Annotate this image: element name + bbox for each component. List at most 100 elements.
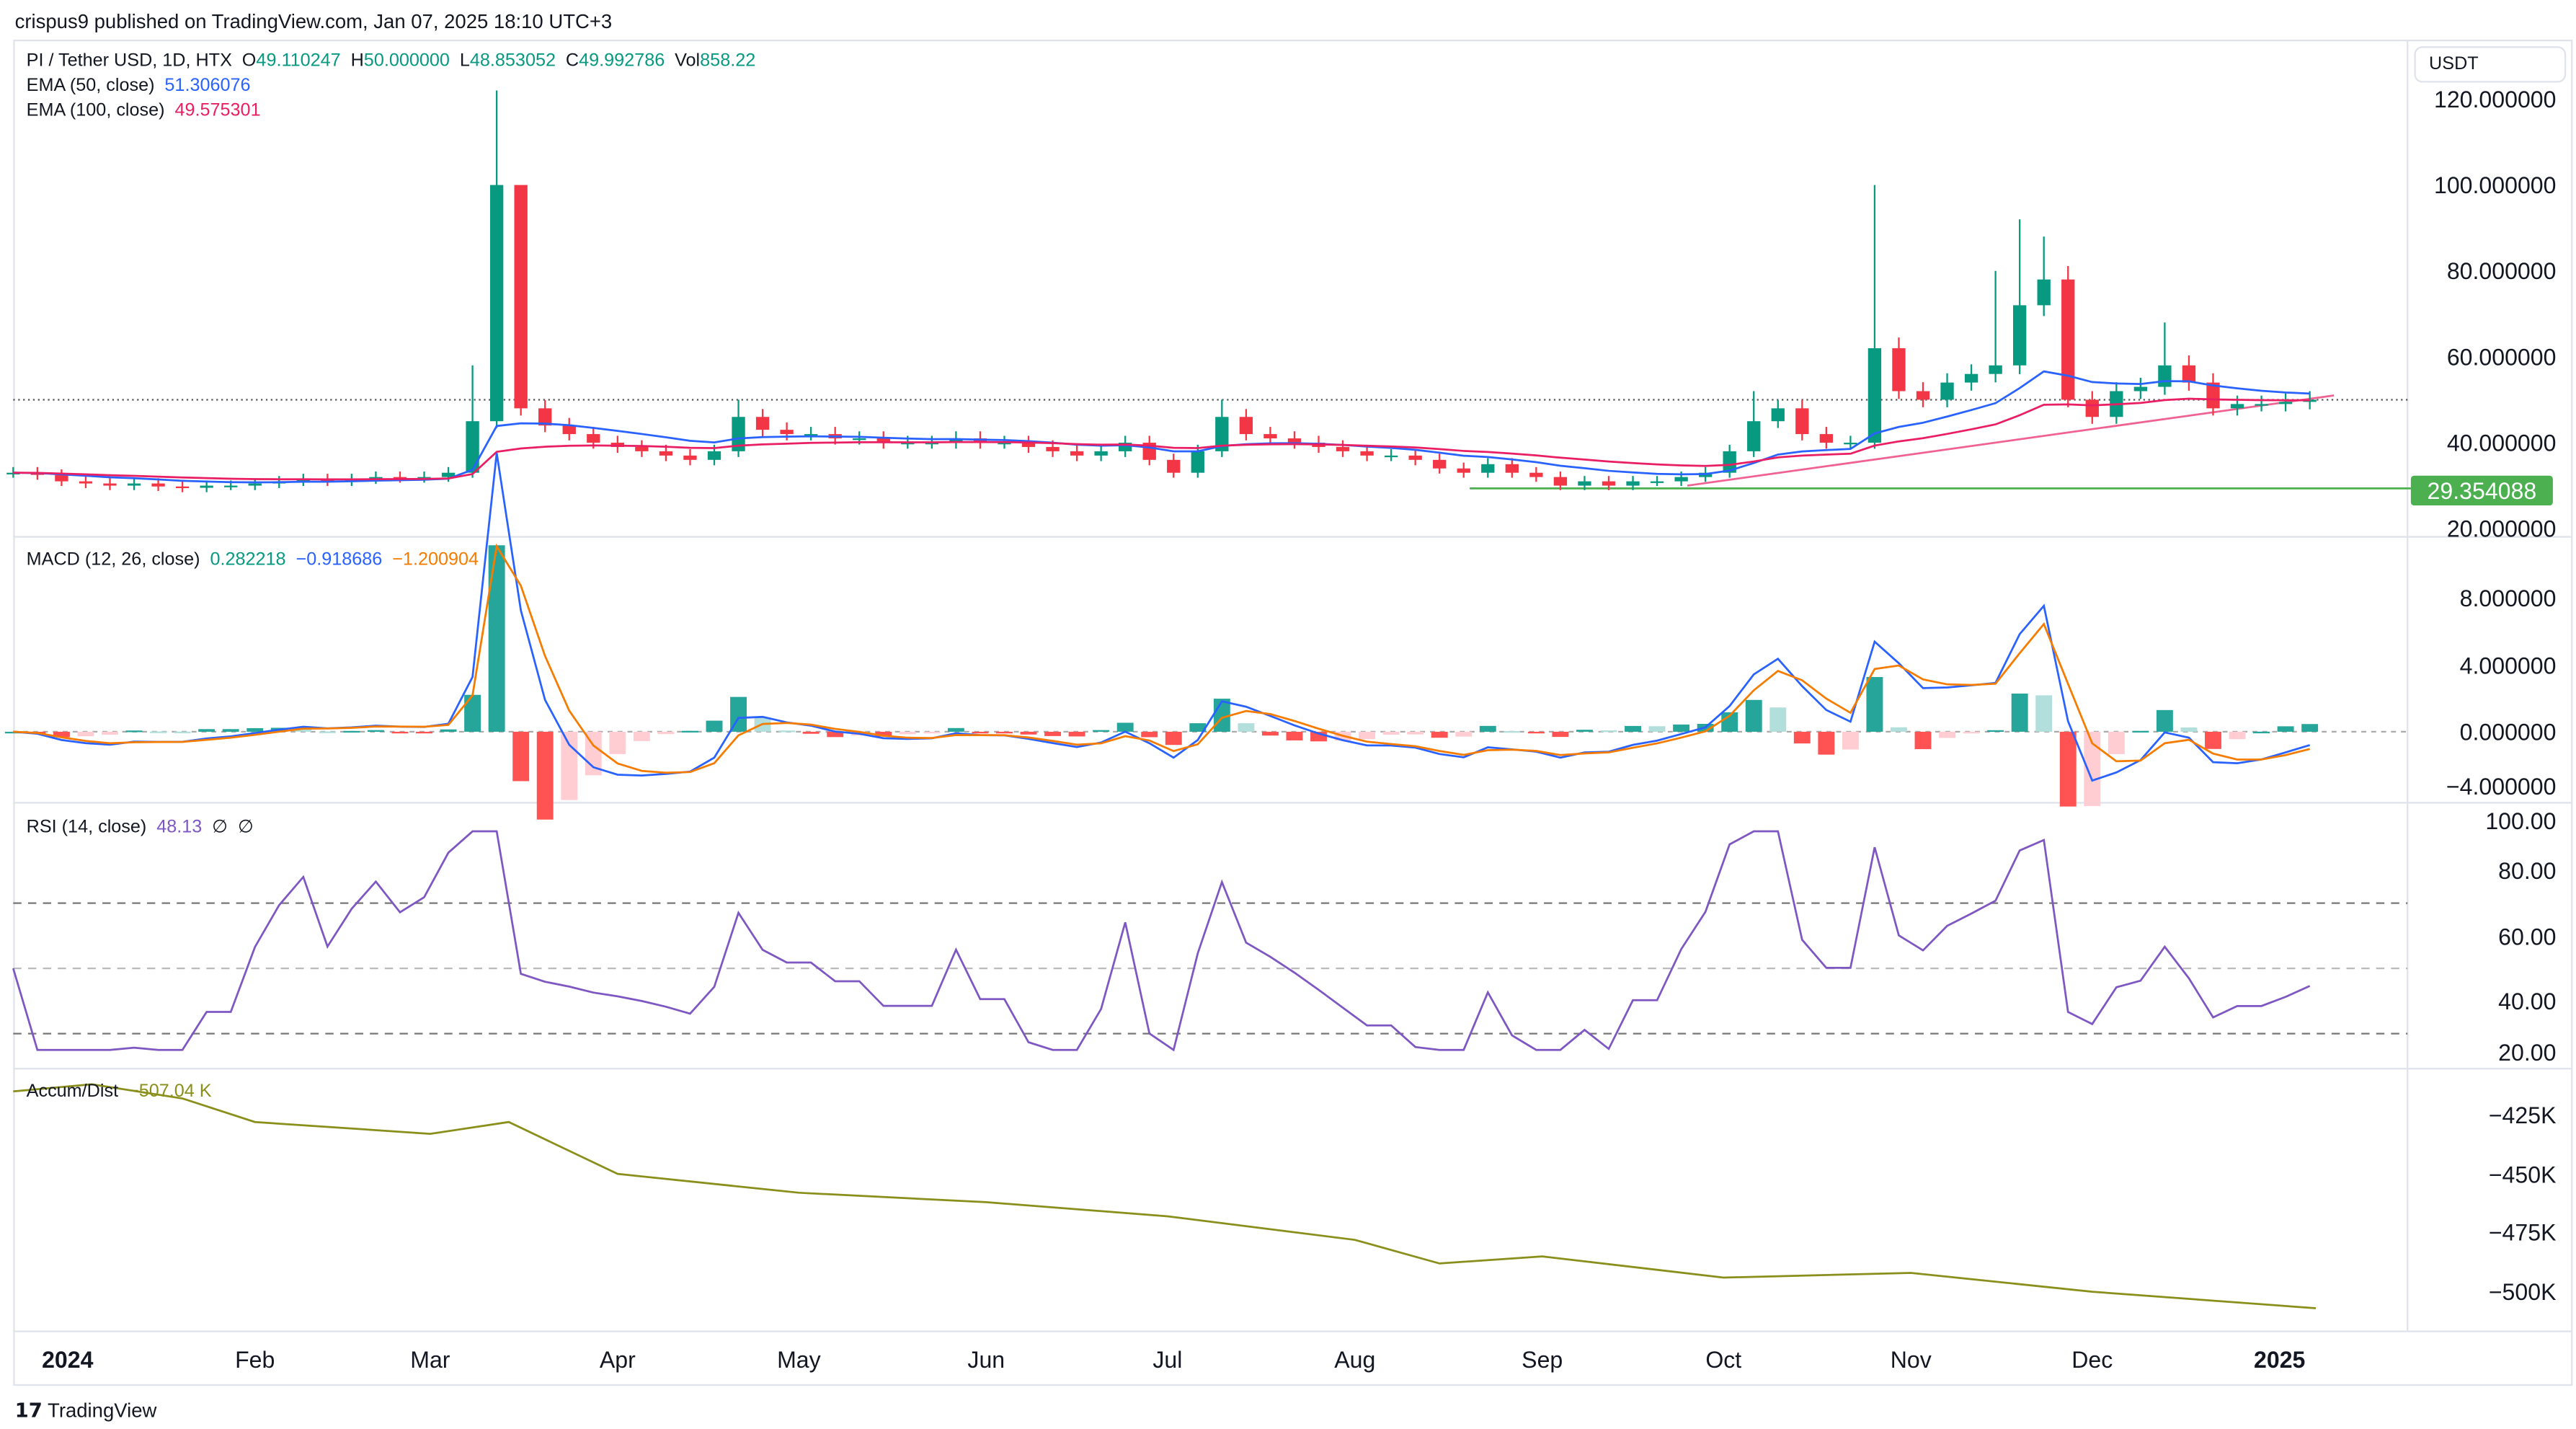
- macd-histogram-bar: [2035, 695, 2053, 732]
- candle-body: [127, 483, 141, 486]
- open-label: O: [241, 51, 257, 71]
- logo-mark-icon: 𝟭𝟳: [14, 1399, 43, 1423]
- candle-body: [417, 477, 431, 479]
- macd-histogram-bar: [150, 731, 167, 733]
- ema50-value: 51.306076: [164, 76, 251, 96]
- candle-body: [1167, 459, 1181, 473]
- ad-axis-tick: −475K: [2488, 1219, 2557, 1247]
- time-axis-label: 2025: [2254, 1346, 2306, 1373]
- macd-histogram-bar: [1504, 730, 1521, 733]
- macd-histogram-bar: [1068, 731, 1085, 737]
- candle-body: [1384, 455, 1398, 458]
- candle-body: [1070, 451, 1084, 456]
- rsi-extra-2: ∅: [238, 818, 254, 838]
- macd-histogram-bar: [1407, 731, 1424, 735]
- time-axis-label: Oct: [1705, 1346, 1742, 1373]
- macd-histogram-bar: [1020, 731, 1037, 735]
- rsi-axis-tick: 20.00: [2498, 1039, 2557, 1066]
- macd-histogram-bar: [1939, 731, 1956, 738]
- macd-histogram-bar: [536, 731, 554, 820]
- macd-histogram-bar: [1600, 730, 1617, 733]
- candle-body: [1819, 434, 1834, 443]
- candle-body: [998, 442, 1011, 445]
- rsi-value: 48.13: [156, 818, 203, 838]
- macd-histogram-bar: [1382, 731, 1400, 735]
- macd-legend: MACD (12, 26, close) 0.282218 −0.918686 …: [27, 550, 484, 570]
- candle-body: [876, 438, 890, 443]
- ad-axis-tick: −425K: [2488, 1102, 2557, 1128]
- time-axis-label: Aug: [1334, 1346, 1376, 1373]
- macd-histogram-bar: [802, 731, 820, 734]
- time-axis-label: Jun: [967, 1346, 1005, 1373]
- candle-body: [1626, 481, 1640, 486]
- candle-body: [1964, 373, 1978, 383]
- price-axis-tick: 60.000000: [2446, 343, 2557, 371]
- macd-histogram-bar: [1189, 723, 1207, 732]
- candle-body: [1094, 451, 1108, 456]
- time-axis-label: Nov: [1890, 1346, 1932, 1373]
- candle-body: [732, 417, 745, 451]
- macd-histogram-bar: [996, 731, 1013, 734]
- high-value: 50.000000: [363, 51, 450, 71]
- rsi-axis-tick: 60.00: [2498, 922, 2557, 950]
- candle-body: [2206, 382, 2220, 409]
- ad-axis-tick: −450K: [2488, 1160, 2557, 1187]
- candle-body: [2085, 399, 2099, 417]
- macd-histogram-bar: [1116, 722, 1134, 732]
- macd-histogram-bar: [1818, 731, 1835, 755]
- candle-body: [562, 425, 576, 435]
- macd-histogram-bar: [1963, 731, 1980, 734]
- currency-button[interactable]: USDT: [2414, 46, 2567, 83]
- macd-histogram-bar: [2229, 731, 2246, 740]
- time-axis-label: Apr: [599, 1346, 636, 1373]
- candle-body: [1046, 446, 1060, 451]
- logo-text: TradingView: [48, 1399, 157, 1423]
- macd-histogram-bar: [53, 731, 70, 738]
- macd-histogram-bar: [367, 730, 384, 732]
- accum-dist-line: [13, 1083, 2317, 1309]
- symbol-title: PI / Tether USD, 1D, HTX: [26, 51, 232, 71]
- macd-signal-line: [13, 543, 2310, 774]
- macd-histogram-bar: [1673, 724, 1690, 732]
- candle-body: [1360, 451, 1374, 456]
- macd-histogram-bar: [125, 730, 143, 733]
- macd-histogram-bar: [1093, 730, 1110, 732]
- macd-label: MACD (12, 26, close): [26, 549, 200, 570]
- candle-body: [248, 483, 262, 486]
- rsi-axis-tick: 80.00: [2498, 857, 2557, 884]
- macd-histogram-bar: [923, 731, 941, 734]
- candle-body: [1795, 408, 1809, 435]
- macd-histogram-bar: [295, 727, 312, 732]
- candle-body: [1578, 481, 1591, 486]
- macd-histogram-bar: [1359, 731, 1376, 740]
- candle-body: [1747, 421, 1761, 451]
- candle-body: [853, 438, 866, 441]
- macd-histogram-bar: [2108, 731, 2125, 754]
- macd-histogram-bar: [416, 731, 432, 734]
- macd-histogram-bar: [247, 727, 264, 732]
- candle-body: [55, 474, 68, 482]
- candle-body: [296, 479, 310, 482]
- macd-histogram-bar: [609, 731, 626, 755]
- trendline: [1687, 394, 2335, 487]
- macd-histogram-bar: [2156, 709, 2173, 732]
- candle-body: [1867, 348, 1882, 443]
- candle-body: [1602, 481, 1616, 486]
- volume-label: Vol: [675, 51, 701, 71]
- macd-histogram-bar: [2301, 724, 2319, 732]
- candle-body: [1650, 481, 1664, 483]
- macd-histogram-bar: [706, 720, 723, 732]
- candle-body: [901, 442, 915, 445]
- macd-histogram-bar: [2084, 731, 2101, 807]
- candle-body: [1553, 477, 1568, 486]
- macd-histogram-bar: [1745, 699, 1762, 732]
- rsi-axis-tick: 40.00: [2498, 988, 2557, 1014]
- ad-legend: Accum/Dist −507.04 K: [27, 1082, 217, 1102]
- candle-body: [1989, 365, 2002, 374]
- time-axis-label: 2024: [42, 1346, 94, 1373]
- candle-body: [2133, 386, 2148, 391]
- macd-histogram-bar: [488, 545, 505, 732]
- macd-histogram-bar: [561, 731, 578, 800]
- candle-body: [224, 485, 238, 487]
